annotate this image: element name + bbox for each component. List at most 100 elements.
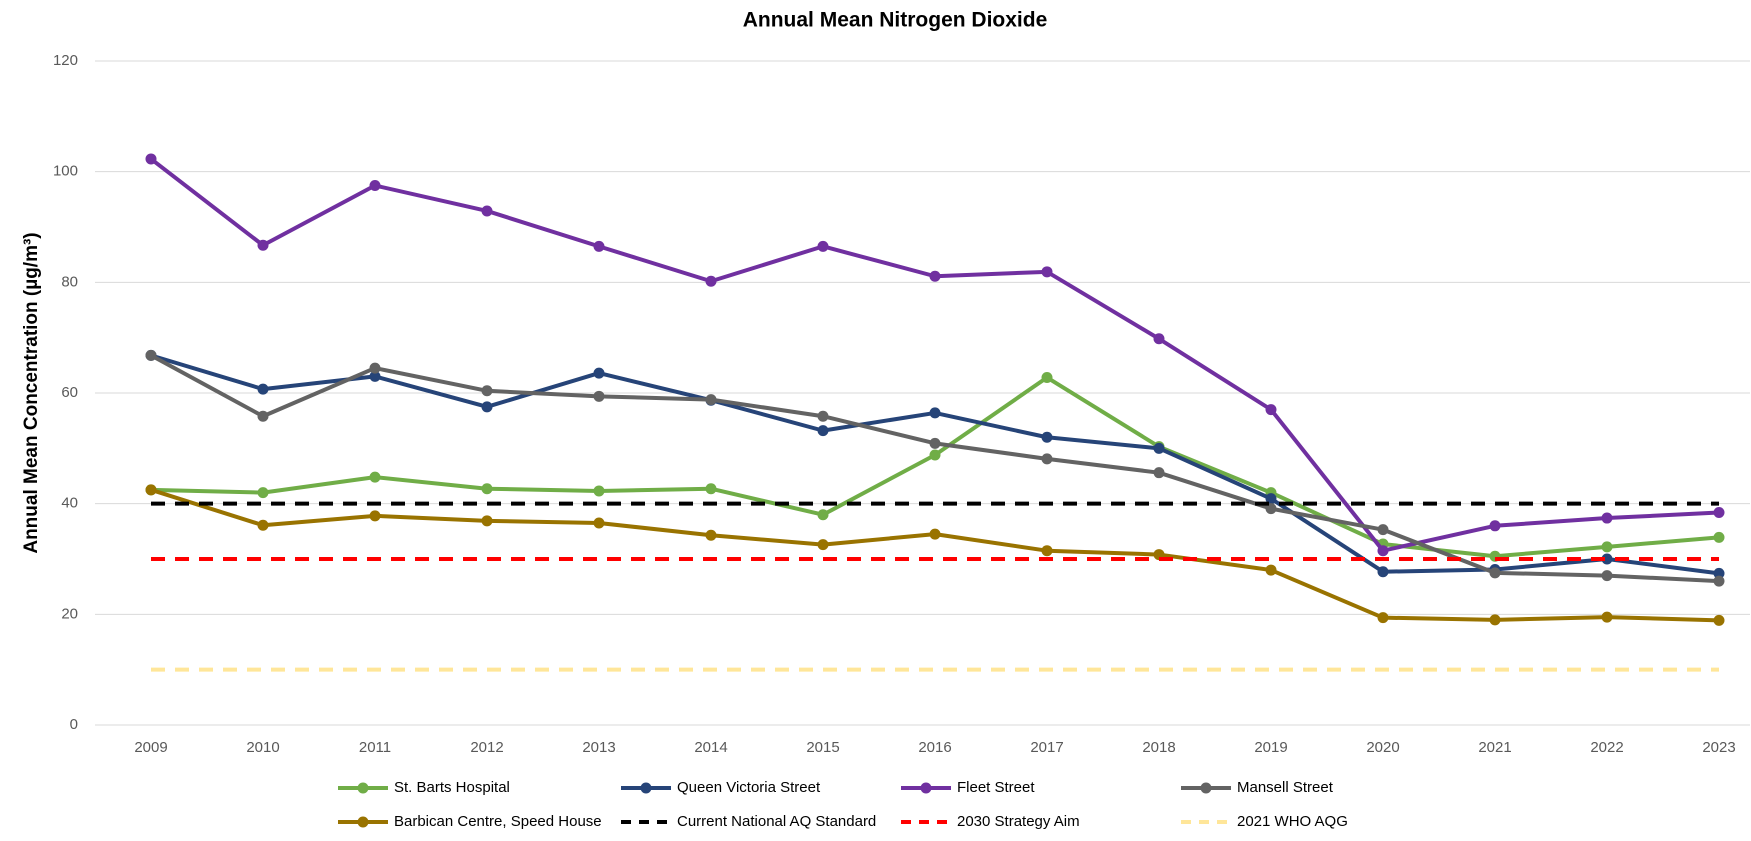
legend-label: 2021 WHO AQG xyxy=(1237,813,1348,830)
x-tick-label: 2014 xyxy=(694,739,727,756)
marker xyxy=(1041,545,1053,557)
marker xyxy=(929,407,941,419)
marker xyxy=(705,275,717,287)
x-tick-label: 2010 xyxy=(246,739,279,756)
marker xyxy=(369,180,381,191)
x-tick-label: 2023 xyxy=(1702,739,1735,756)
marker xyxy=(593,517,605,529)
marker xyxy=(705,529,717,541)
marker xyxy=(817,240,829,252)
marker xyxy=(1601,611,1613,623)
marker xyxy=(705,394,717,406)
marker xyxy=(1713,531,1725,543)
marker xyxy=(1265,564,1277,576)
marker xyxy=(145,484,157,496)
marker xyxy=(1601,553,1613,565)
y-tick-label: 80 xyxy=(61,273,78,290)
marker xyxy=(929,528,941,540)
marker xyxy=(257,487,269,499)
marker xyxy=(817,410,829,422)
marker xyxy=(1601,541,1613,553)
marker xyxy=(1489,567,1501,579)
x-tick-label: 2016 xyxy=(918,739,951,756)
x-tick-label: 2020 xyxy=(1366,739,1399,756)
marker xyxy=(1601,512,1613,524)
marker xyxy=(1041,431,1053,443)
legend-label: Queen Victoria Street xyxy=(677,779,821,796)
marker xyxy=(1489,614,1501,626)
marker xyxy=(257,239,269,251)
y-tick-label: 100 xyxy=(53,163,78,180)
y-tick-label: 40 xyxy=(61,495,78,512)
marker xyxy=(1377,612,1389,624)
marker xyxy=(257,383,269,395)
marker xyxy=(481,205,493,217)
legend-marker xyxy=(1200,782,1212,794)
marker xyxy=(1265,404,1277,416)
marker xyxy=(481,385,493,397)
marker xyxy=(1377,524,1389,536)
y-axis-label: Annual Mean Concentration (µg/m³) xyxy=(21,232,42,553)
y-tick-label: 20 xyxy=(61,605,78,622)
chart-title: Annual Mean Nitrogen Dioxide xyxy=(743,9,1048,32)
series-line xyxy=(150,353,1720,576)
legend-marker xyxy=(357,816,369,828)
series-line xyxy=(150,353,1720,584)
marker xyxy=(1041,266,1053,278)
x-tick-label: 2019 xyxy=(1254,739,1287,756)
legend-marker xyxy=(640,782,652,794)
marker xyxy=(145,153,157,165)
x-tick-label: 2013 xyxy=(582,739,615,756)
marker xyxy=(1489,520,1501,532)
x-tick-label: 2015 xyxy=(806,739,839,756)
x-tick-label: 2012 xyxy=(470,739,503,756)
x-tick-label: 2018 xyxy=(1142,739,1175,756)
legend-label: St. Barts Hospital xyxy=(394,779,510,796)
legend-label: Barbican Centre, Speed House xyxy=(394,813,602,830)
marker xyxy=(1265,493,1277,505)
marker xyxy=(929,449,941,461)
marker xyxy=(593,240,605,252)
series-line xyxy=(149,157,1720,553)
marker xyxy=(817,509,829,521)
marker xyxy=(1153,467,1165,479)
marker xyxy=(1713,507,1725,519)
marker xyxy=(369,362,381,374)
marker xyxy=(1601,570,1613,582)
marker xyxy=(257,519,269,531)
marker xyxy=(1041,453,1053,465)
marker xyxy=(593,367,605,379)
legend-marker xyxy=(357,782,369,794)
marker xyxy=(145,349,157,361)
marker xyxy=(1153,333,1165,345)
marker xyxy=(1377,566,1389,578)
marker xyxy=(481,483,493,495)
marker xyxy=(593,390,605,402)
x-tick-label: 2021 xyxy=(1478,739,1511,756)
marker xyxy=(369,471,381,483)
marker xyxy=(1041,372,1053,384)
x-tick-label: 2011 xyxy=(359,739,391,756)
marker xyxy=(1713,567,1725,579)
y-tick-label: 0 xyxy=(70,716,78,733)
x-tick-label: 2009 xyxy=(134,739,167,756)
marker xyxy=(1377,545,1389,557)
marker xyxy=(929,270,941,282)
marker xyxy=(481,515,493,527)
marker xyxy=(705,483,717,495)
y-tick-label: 120 xyxy=(53,52,78,69)
marker xyxy=(1265,503,1277,515)
marker xyxy=(1153,442,1165,454)
legend-label: Fleet Street xyxy=(957,779,1035,796)
legend-label: 2030 Strategy Aim xyxy=(957,813,1080,830)
y-tick-label: 60 xyxy=(61,384,78,401)
x-tick-label: 2022 xyxy=(1590,739,1623,756)
marker xyxy=(1713,575,1725,587)
legend-marker xyxy=(920,782,932,794)
marker xyxy=(929,437,941,449)
x-tick-label: 2017 xyxy=(1030,739,1063,756)
marker xyxy=(369,510,381,522)
legend-label: Mansell Street xyxy=(1237,779,1334,796)
marker xyxy=(817,539,829,551)
